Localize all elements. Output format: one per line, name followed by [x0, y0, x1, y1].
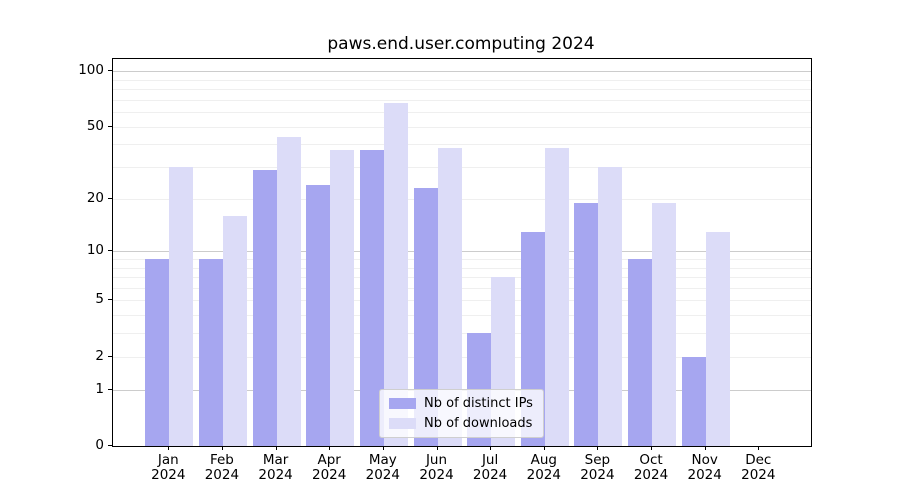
legend-label-downloads: Nb of downloads	[424, 416, 533, 431]
y-tick-label: 20	[86, 189, 104, 206]
y-tick-mark	[108, 250, 112, 252]
bar-downloads	[222, 215, 247, 446]
x-tick-label: Oct 2024	[633, 452, 669, 483]
chart-title: paws.end.user.computing 2024	[327, 34, 595, 54]
x-tick-label: Apr 2024	[312, 452, 347, 483]
bar-downloads	[705, 231, 730, 446]
y-tick-mark	[108, 299, 112, 301]
gridline-minor	[113, 300, 811, 302]
plot-area: Nb of distinct IPs Nb of downloads	[112, 58, 812, 447]
x-tick-mark	[490, 446, 492, 450]
x-tick-label: Aug 2024	[526, 452, 561, 483]
x-tick-label: Feb 2024	[204, 452, 240, 483]
bar-distinct-ips	[681, 356, 706, 446]
y-tick-label: 5	[95, 291, 104, 308]
gridline-minor	[113, 126, 811, 128]
y-tick-label: 100	[78, 62, 104, 78]
y-tick-mark	[108, 197, 112, 199]
bar-distinct-ips	[306, 184, 331, 446]
bar-distinct-ips	[574, 202, 599, 446]
y-tick-mark	[108, 355, 112, 357]
x-tick-mark	[275, 446, 277, 450]
gridline-minor	[113, 333, 811, 335]
gridline-minor	[113, 79, 811, 81]
x-tick-mark	[704, 446, 706, 450]
x-tick-label: Jul 2024	[472, 452, 508, 483]
bar-downloads	[330, 150, 355, 446]
bar-downloads	[169, 167, 194, 446]
gridline-minor	[113, 198, 811, 200]
x-tick-label: May 2024	[365, 452, 400, 483]
gridline-minor	[113, 112, 811, 113]
x-tick-label: Jan 2024	[151, 452, 186, 483]
x-tick-label: Mar 2024	[258, 452, 293, 483]
legend-swatch-downloads	[389, 418, 416, 429]
x-tick-mark	[758, 446, 760, 450]
x-tick-mark	[651, 446, 652, 450]
gridline-minor	[113, 277, 811, 278]
bar-downloads	[383, 103, 408, 446]
legend-swatch-distinct-ips	[389, 398, 416, 409]
bar-distinct-ips	[198, 258, 223, 446]
legend-entry-downloads: Nb of downloads	[389, 416, 533, 431]
gridline-major	[113, 251, 811, 253]
x-tick-mark	[543, 446, 545, 450]
y-tick-label: 50	[86, 117, 104, 134]
legend-label-distinct-ips: Nb of distinct IPs	[424, 396, 533, 411]
bar-downloads	[276, 136, 301, 446]
x-tick-mark	[329, 446, 331, 450]
gridline-minor	[113, 258, 811, 260]
gridline-minor	[113, 167, 811, 168]
x-tick-mark	[221, 446, 223, 450]
bar-downloads	[544, 148, 569, 446]
x-tick-label: Dec 2024	[741, 452, 776, 483]
gridline-minor	[113, 356, 811, 358]
y-tick-mark	[108, 70, 112, 71]
y-tick-mark	[108, 388, 112, 390]
gridline-minor	[113, 267, 811, 269]
x-tick-label: Jun 2024	[419, 452, 454, 483]
x-tick-mark	[382, 446, 384, 450]
x-tick-mark	[168, 446, 170, 450]
gridline-minor	[113, 99, 811, 101]
legend-entry-distinct-ips: Nb of distinct IPs	[389, 396, 533, 411]
y-tick-label: 2	[95, 347, 104, 364]
legend: Nb of distinct IPs Nb of downloads	[379, 389, 544, 438]
gridline-major	[113, 71, 811, 72]
gridline-minor	[113, 315, 811, 317]
bar-downloads	[598, 167, 623, 446]
gridline-minor	[113, 287, 811, 289]
x-tick-mark	[436, 446, 438, 450]
y-tick-label: 1	[95, 380, 104, 397]
y-tick-mark	[108, 125, 112, 127]
bar-distinct-ips	[628, 258, 652, 446]
y-tick-label: 0	[95, 437, 104, 453]
bar-downloads	[652, 202, 676, 446]
y-tick-mark	[108, 445, 112, 446]
y-tick-label: 10	[86, 242, 104, 259]
x-tick-mark	[597, 446, 599, 450]
gridline-minor	[113, 88, 811, 90]
bar-distinct-ips	[252, 169, 277, 446]
bar-distinct-ips	[145, 258, 170, 446]
gridline-minor	[113, 144, 811, 146]
x-tick-label: Nov 2024	[687, 452, 722, 483]
x-tick-label: Sep 2024	[580, 452, 615, 483]
